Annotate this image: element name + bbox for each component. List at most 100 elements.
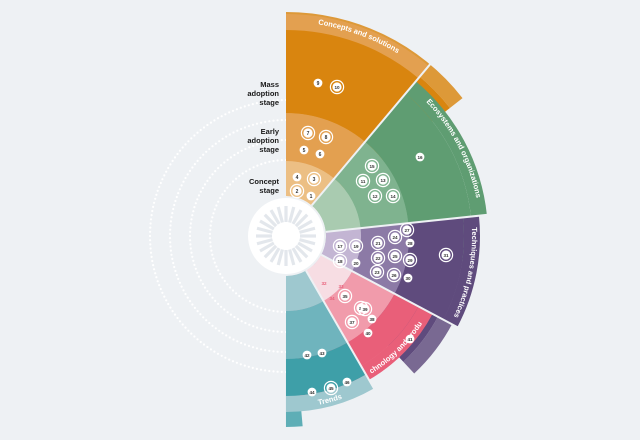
ring-dot — [220, 354, 223, 357]
radar-item-8[interactable]: 8 — [318, 129, 334, 145]
radar-item-1[interactable]: 1 — [306, 191, 316, 201]
trends-label-band — [286, 374, 374, 412]
radar-item-22[interactable]: 22 — [370, 250, 386, 266]
ring-dot — [264, 349, 267, 352]
ring-dot — [244, 321, 247, 325]
radar-item-3[interactable]: 3 — [306, 171, 322, 187]
ring-dot — [244, 147, 247, 151]
item-ring — [306, 171, 322, 187]
radar-item-31[interactable]: 31 — [438, 247, 454, 263]
radar-item-40[interactable]: 40 — [363, 328, 373, 338]
ring-dot — [232, 338, 235, 341]
radar-item-11[interactable]: 11 — [355, 173, 371, 189]
ring-dot — [202, 343, 206, 346]
radar-item-32[interactable]: 32 — [320, 279, 329, 288]
sector-divider — [325, 210, 515, 233]
ring-dot — [149, 239, 152, 242]
radar-item-10[interactable]: 10 — [329, 79, 345, 95]
item-number: 9 — [317, 81, 320, 87]
radar-item-12[interactable]: 12 — [367, 188, 383, 204]
item-number: 31 — [443, 253, 449, 258]
radar-item-29[interactable]: 29 — [402, 252, 418, 268]
radar-item-4[interactable]: 4 — [292, 172, 302, 182]
ring-dot — [264, 161, 267, 164]
hub-ray — [259, 219, 275, 231]
radar-item-30[interactable]: 30 — [403, 273, 413, 283]
concepts-label-band — [286, 14, 429, 79]
item-number: 12 — [372, 194, 378, 199]
radar-item-33[interactable]: 33 — [337, 282, 346, 291]
radar-item-21[interactable]: 21 — [370, 235, 386, 251]
ring-dot — [189, 247, 192, 250]
ring-dot — [276, 159, 279, 162]
ring-dot — [208, 147, 211, 151]
radar-item-43[interactable]: 43 — [317, 348, 327, 358]
radar-item-15[interactable]: 15 — [364, 158, 380, 174]
radar-item-26[interactable]: 26 — [386, 267, 402, 283]
ring-dot — [232, 131, 235, 134]
ring-dot — [259, 368, 263, 371]
ring-dot — [229, 286, 232, 289]
item-dot — [373, 253, 383, 263]
ring-dot — [209, 241, 212, 244]
item-number: 26 — [391, 273, 397, 278]
ring-dot — [260, 306, 263, 309]
ring-dot — [178, 188, 181, 191]
hub-ray — [256, 238, 273, 246]
item-dot — [321, 132, 331, 142]
trends-early-ring — [286, 300, 348, 359]
radar-item-38[interactable]: 38 — [367, 314, 377, 324]
radar-item-37[interactable]: 37 — [344, 314, 360, 330]
ring-dot — [225, 135, 228, 138]
radar-item-46[interactable]: 46 — [342, 377, 352, 387]
radar-item-41[interactable]: 41 — [405, 334, 415, 344]
radar-item-42[interactable]: 42 — [302, 350, 312, 360]
ring-dot — [213, 350, 216, 353]
radar-item-35[interactable]: 35 — [337, 288, 353, 304]
item-dot — [309, 174, 319, 184]
radar-item-17[interactable]: 17 — [332, 238, 348, 254]
ring-dot — [177, 192, 180, 195]
radar-item-14[interactable]: 14 — [385, 188, 401, 204]
ring-dot — [153, 268, 156, 271]
item-dot — [367, 161, 377, 171]
radar-item-28[interactable]: 28 — [405, 238, 415, 248]
ring-dot — [159, 287, 162, 291]
radar-item-23[interactable]: 23 — [369, 264, 385, 280]
ring-dot — [221, 276, 224, 279]
ring-dot — [174, 199, 177, 203]
radar-item-45[interactable]: 45 — [323, 380, 339, 396]
item-number: 30 — [405, 276, 411, 281]
ring-dot — [255, 367, 258, 370]
radar-item-24[interactable]: 24 — [387, 229, 403, 245]
radar-item-20[interactable]: 20 — [351, 258, 361, 268]
item-number: 18 — [337, 259, 343, 264]
item-ring — [438, 247, 454, 263]
item-number: 3 — [313, 177, 316, 183]
ring-dot — [252, 325, 255, 328]
radar-item-7[interactable]: 7 — [300, 125, 316, 141]
radar-item-6[interactable]: 6 — [315, 149, 325, 159]
ring-dot — [214, 299, 217, 302]
item-dot — [367, 314, 377, 324]
radar-item-34[interactable]: 34 — [328, 294, 337, 303]
radar-item-2[interactable]: 2 — [289, 183, 305, 199]
radar-item-18[interactable]: 18 — [332, 253, 348, 269]
radar-item-13[interactable]: 13 — [375, 172, 391, 188]
radar-item-25[interactable]: 25 — [387, 248, 403, 264]
radar-item-27[interactable]: 27 — [399, 222, 415, 238]
radar-item-39[interactable]: 39 — [357, 301, 373, 317]
ring-dot — [276, 119, 279, 122]
radar-item-44[interactable]: 44 — [307, 387, 317, 397]
ring-dot — [206, 179, 209, 182]
ring-dot — [272, 370, 275, 373]
radar-item-16[interactable]: 16 — [415, 152, 425, 162]
ring-dot — [187, 329, 190, 332]
item-ring — [357, 301, 373, 317]
item-number: 29 — [407, 258, 413, 263]
ring-dot — [193, 206, 196, 209]
radar-item-5[interactable]: 5 — [299, 145, 309, 155]
ring-dot — [201, 282, 204, 286]
radar-item-9[interactable]: 9 — [313, 78, 323, 88]
radar-item-19[interactable]: 19 — [348, 238, 364, 254]
